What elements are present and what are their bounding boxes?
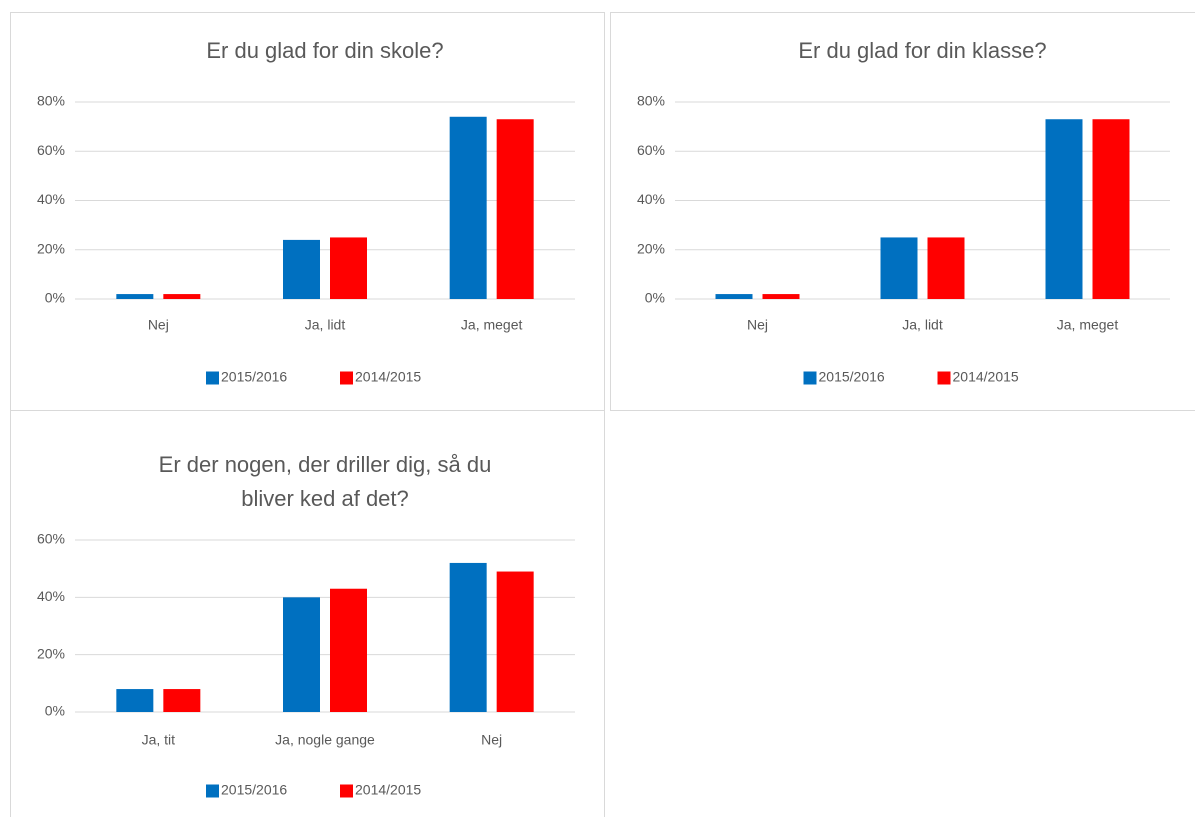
legend-swatch <box>206 785 219 798</box>
bar <box>116 294 153 299</box>
y-tick-label: 20% <box>637 240 665 256</box>
bar <box>716 294 753 299</box>
bar <box>283 240 320 299</box>
legend-label: 2014/2015 <box>355 782 421 798</box>
chart-title: Er du glad for din skole? <box>206 38 443 63</box>
bar <box>330 589 367 712</box>
bar <box>497 119 534 299</box>
legend-swatch <box>340 785 353 798</box>
y-tick-label: 60% <box>37 142 65 158</box>
y-tick-label: 60% <box>637 142 665 158</box>
bar <box>163 294 200 299</box>
x-tick-label: Nej <box>481 732 502 748</box>
y-tick-label: 20% <box>37 240 65 256</box>
legend-swatch <box>206 372 219 385</box>
x-tick-label: Ja, nogle gange <box>275 732 375 748</box>
y-tick-label: 0% <box>645 290 665 306</box>
y-tick-label: 40% <box>37 191 65 207</box>
legend-label: 2014/2015 <box>355 369 421 385</box>
legend-label: 2015/2016 <box>221 782 287 798</box>
chart-title: Er du glad for din klasse? <box>798 38 1046 63</box>
y-tick-label: 60% <box>37 531 65 547</box>
bar <box>116 689 153 712</box>
x-tick-label: Nej <box>747 317 768 333</box>
y-tick-label: 40% <box>637 191 665 207</box>
x-tick-label: Nej <box>148 317 169 333</box>
bar <box>283 597 320 712</box>
legend-label: 2014/2015 <box>953 369 1019 385</box>
y-tick-label: 40% <box>37 588 65 604</box>
chart-title: bliver ked af det? <box>241 486 409 511</box>
legend-label: 2015/2016 <box>819 369 885 385</box>
bar <box>1046 119 1083 299</box>
y-tick-label: 80% <box>637 93 665 109</box>
legend-swatch <box>938 372 951 385</box>
bar <box>881 237 918 299</box>
x-tick-label: Ja, meget <box>461 317 523 333</box>
y-tick-label: 0% <box>45 703 65 719</box>
bar <box>450 563 487 712</box>
x-tick-label: Ja, lidt <box>305 317 346 333</box>
chart-title: Er der nogen, der driller dig, så du <box>159 452 492 477</box>
legend-label: 2015/2016 <box>221 369 287 385</box>
y-tick-label: 20% <box>37 645 65 661</box>
bar <box>763 294 800 299</box>
bar <box>497 572 534 712</box>
x-tick-label: Ja, lidt <box>902 317 943 333</box>
bar <box>928 237 965 299</box>
bar <box>450 117 487 299</box>
x-tick-label: Ja, meget <box>1057 317 1119 333</box>
legend-swatch <box>804 372 817 385</box>
bar <box>1093 119 1130 299</box>
x-tick-label: Ja, tit <box>142 732 176 748</box>
y-tick-label: 0% <box>45 290 65 306</box>
bar <box>163 689 200 712</box>
bar <box>330 237 367 299</box>
y-tick-label: 80% <box>37 93 65 109</box>
legend-swatch <box>340 372 353 385</box>
